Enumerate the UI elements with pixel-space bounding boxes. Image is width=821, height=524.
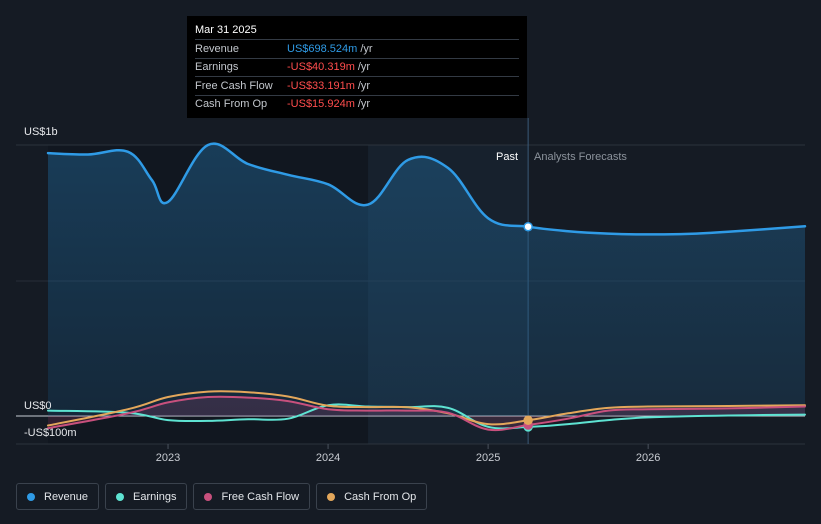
x-tick-label: 2023	[156, 452, 180, 464]
tooltip-row-value: -US$33.191m	[287, 79, 355, 92]
tooltip-date: Mar 31 2025	[195, 24, 257, 36]
x-tick-label: 2024	[316, 452, 340, 464]
tooltip-row-cash-from-op: Cash From Op -US$15.924m /yr	[195, 94, 519, 114]
tooltip-row-unit: /yr	[357, 98, 371, 111]
tooltip-row-free-cash-flow: Free Cash Flow -US$33.191m /yr	[195, 76, 519, 95]
legend-item-free-cash-flow[interactable]: Free Cash Flow	[193, 483, 311, 510]
series-line-revenue	[46, 142, 807, 236]
revenue-area	[48, 143, 805, 416]
tooltip-row-label: Revenue	[195, 42, 240, 55]
legend-label: Earnings	[133, 490, 177, 503]
legend: Revenue Earnings Free Cash Flow Cash Fro…	[16, 483, 428, 510]
tooltip-row-value: -US$40.319m	[287, 61, 355, 74]
marker-cash-from-op	[523, 415, 533, 426]
tooltip-row-label: Cash From Op	[195, 98, 268, 111]
y-label-zero: US$0	[24, 400, 52, 412]
legend-item-cash-from-op[interactable]: Cash From Op	[316, 483, 428, 510]
fcf-area	[48, 396, 805, 431]
tooltip-row-label: Earnings	[195, 61, 239, 74]
tooltip-row-value: US$698.524m	[287, 42, 358, 55]
legend-dot-icon	[116, 492, 125, 501]
past-label: Past	[496, 151, 518, 163]
tooltip-row-value: -US$15.924m	[287, 98, 355, 111]
tooltip-row-unit: /yr	[357, 61, 371, 74]
legend-dot-icon	[327, 492, 336, 501]
tooltip-row-label: Free Cash Flow	[195, 79, 273, 92]
tooltip-row-unit: /yr	[360, 42, 373, 55]
tooltip: Mar 31 2025 Revenue US$698.524m /yr Earn…	[187, 16, 527, 118]
legend-label: Revenue	[44, 490, 89, 503]
legend-item-earnings[interactable]: Earnings	[105, 483, 188, 510]
x-tick-label: 2026	[636, 452, 660, 464]
forecast-label: Analysts Forecasts	[534, 151, 627, 163]
y-label-bottom: -US$100m	[24, 427, 77, 439]
legend-item-revenue[interactable]: Revenue	[16, 483, 100, 510]
legend-label: Cash From Op	[344, 490, 417, 503]
x-tick-label: 2025	[476, 452, 500, 464]
y-label-top: US$1b	[24, 126, 58, 138]
series-line-free-cash-flow	[47, 395, 806, 432]
legend-dot-icon	[204, 492, 213, 501]
tooltip-row-earnings: Earnings -US$40.319m /yr	[195, 57, 519, 77]
tooltip-row-unit: /yr	[357, 79, 371, 92]
series-line-cash-from-op	[47, 390, 806, 427]
legend-label: Free Cash Flow	[221, 490, 300, 503]
tooltip-row-revenue: Revenue US$698.524m /yr	[195, 39, 519, 58]
legend-dot-icon	[27, 492, 35, 501]
marker-revenue	[523, 221, 533, 232]
